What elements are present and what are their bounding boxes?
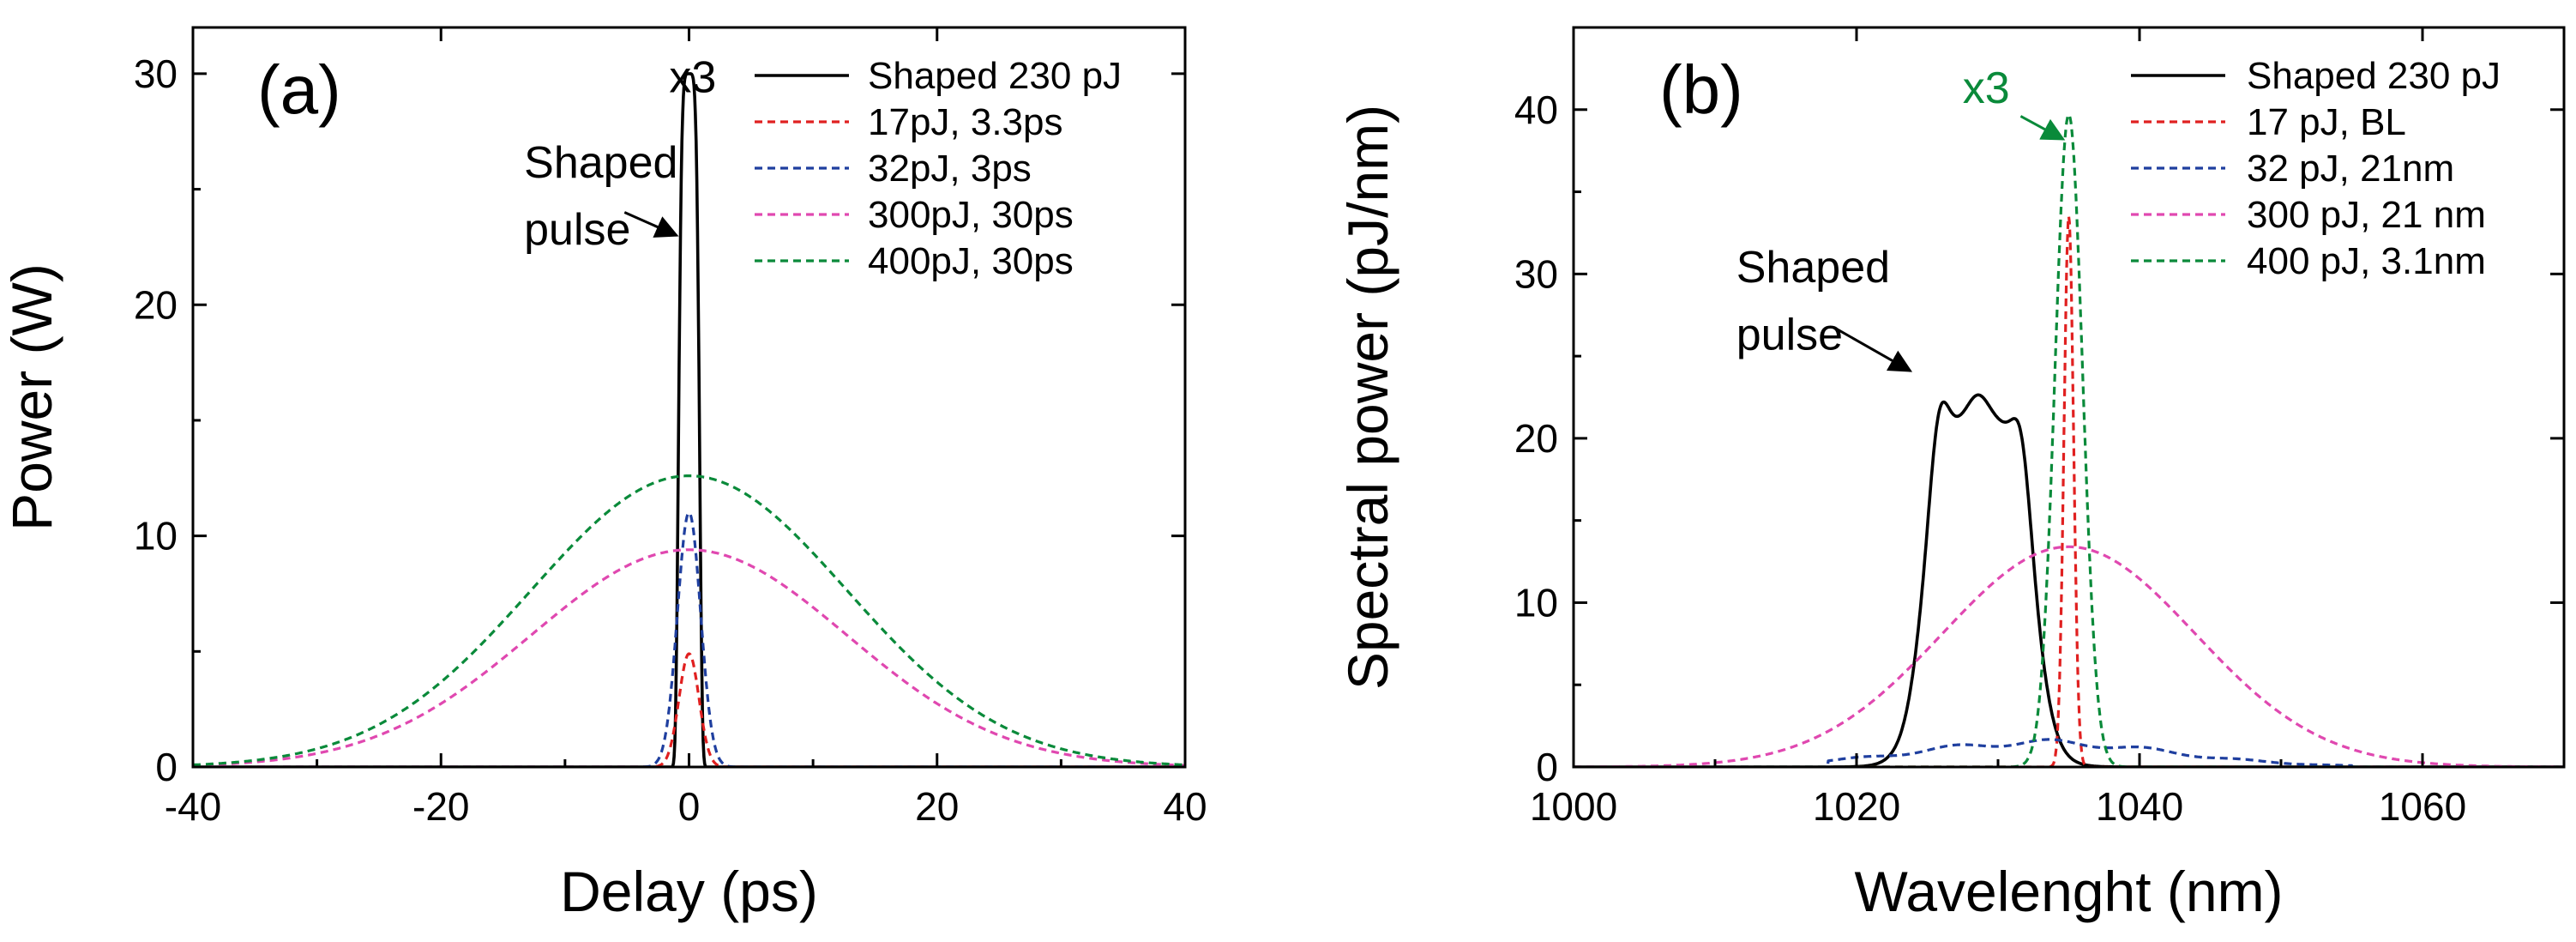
legend-label-300pj-30ps: 300pJ, 30ps bbox=[868, 194, 1074, 236]
legend-label-400-pj-3-1nm: 400 pJ, 3.1nm bbox=[2247, 240, 2486, 282]
annotation-arrow bbox=[2019, 115, 2066, 141]
series-line-400pj-30ps bbox=[193, 474, 1185, 767]
plot-area bbox=[193, 72, 1185, 767]
annotation-arrow bbox=[1834, 327, 1913, 372]
y-tick-label: 20 bbox=[134, 282, 178, 327]
y-tick-label: 0 bbox=[155, 745, 178, 789]
series-line-shaped-230-pj bbox=[1574, 393, 2564, 767]
legend-label-shaped-230-pj: Shaped 230 pJ bbox=[868, 55, 1122, 97]
plot-area bbox=[1574, 112, 2564, 767]
series-line-300-pj-21-nm bbox=[1574, 545, 2564, 767]
annotation-shaped2: pulse bbox=[1736, 310, 1843, 359]
annotation-shaped2: pulse bbox=[524, 205, 630, 255]
y-tick-label: 20 bbox=[1514, 416, 1558, 461]
x-tick-label: -40 bbox=[165, 784, 221, 829]
y-axis-label: Power (W) bbox=[0, 263, 63, 531]
panel-label: (b) bbox=[1659, 51, 1743, 128]
y-tick-label: 30 bbox=[1514, 251, 1558, 296]
series-line-17pj-3-3ps bbox=[193, 652, 1185, 767]
panel-label: (a) bbox=[257, 51, 341, 128]
plot-frame bbox=[1572, 26, 2566, 769]
annotation-x3: x3 bbox=[1963, 63, 2010, 113]
legend-label-400pj-30ps: 400pJ, 30ps bbox=[868, 240, 1074, 282]
x-tick-label: 0 bbox=[678, 784, 701, 829]
series-line-300pj-30ps bbox=[193, 548, 1185, 767]
annotation-arrow bbox=[623, 211, 679, 238]
y-tick-label: 10 bbox=[134, 514, 178, 559]
series-line-shaped-230-pj bbox=[193, 72, 1185, 767]
x-tick-label: 1020 bbox=[1813, 784, 1900, 829]
y-tick-label: 10 bbox=[1514, 580, 1558, 625]
x-tick-label: 1040 bbox=[2096, 784, 2183, 829]
y-tick-label: 0 bbox=[1536, 745, 1558, 789]
x-tick-label: 20 bbox=[915, 784, 959, 829]
y-axis-label: Spectral power (pJ/nm) bbox=[1336, 105, 1399, 690]
y-tick-label: 30 bbox=[134, 51, 178, 96]
legend-label-shaped-230-pj: Shaped 230 pJ bbox=[2247, 55, 2501, 97]
x-tick-label: -20 bbox=[412, 784, 469, 829]
annotation-shaped1: Shaped bbox=[1736, 243, 1890, 293]
x-tick-label: 40 bbox=[1163, 784, 1207, 829]
series-line-17-pj-bl bbox=[1574, 214, 2564, 767]
x-axis-label: Delay (ps) bbox=[560, 860, 818, 923]
series-line-32-pj-21nm bbox=[1574, 738, 2564, 767]
legend-label-300-pj-21-nm: 300 pJ, 21 nm bbox=[2247, 194, 2486, 236]
legend-label-17-pj-bl: 17 pJ, BL bbox=[2247, 101, 2406, 143]
y-tick-label: 40 bbox=[1514, 88, 1558, 132]
panel-a: -40 -20 0 20 40 0 10 20 30 Delay (ps) Power (W) (a)… bbox=[0, 26, 1207, 923]
annotation-shaped1: Shaped bbox=[524, 138, 677, 188]
legend-label-32pj-3ps: 32pJ, 3ps bbox=[868, 148, 1032, 190]
x-axis-label: Wavelenght (nm) bbox=[1854, 860, 2283, 923]
x-tick-label: 1000 bbox=[1530, 784, 1617, 829]
legend-label-17pj-3-3ps: 17pJ, 3.3ps bbox=[868, 101, 1063, 143]
x-tick-label: 1060 bbox=[2379, 784, 2466, 829]
annotation-x3: x3 bbox=[669, 52, 716, 102]
legend-label-32-pj-21nm: 32 pJ, 21nm bbox=[2247, 148, 2454, 190]
